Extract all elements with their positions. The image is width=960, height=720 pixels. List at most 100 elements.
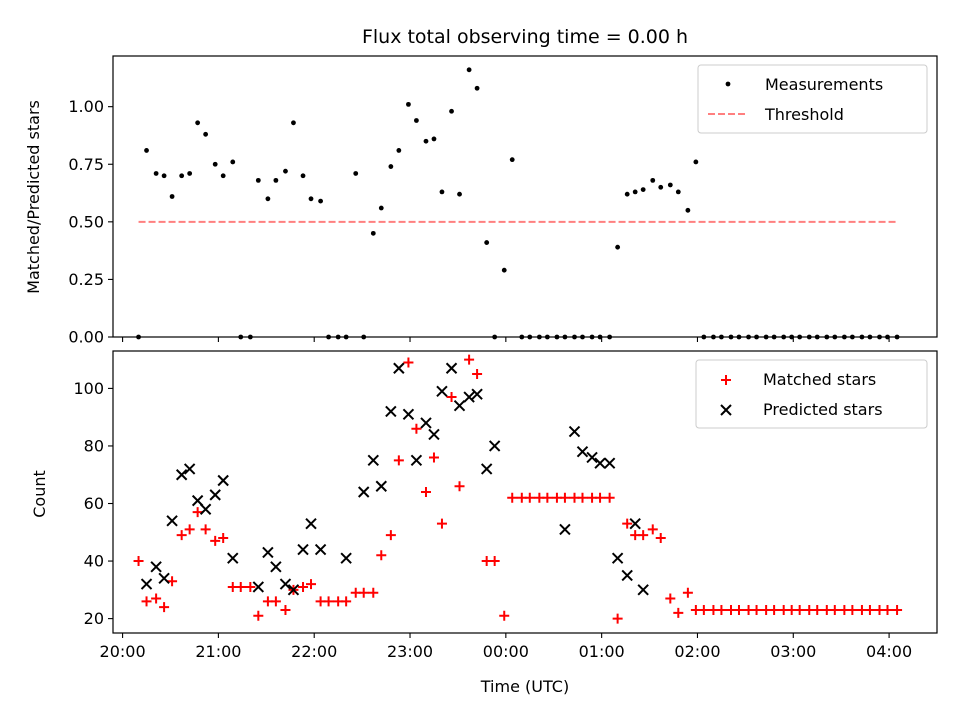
measurement-point [457, 191, 462, 197]
y-tick-label: 60 [84, 494, 104, 513]
measurement-point [406, 101, 411, 107]
predicted-star-point [375, 480, 387, 492]
matched-star-point [368, 587, 379, 598]
measurement-point [230, 159, 236, 165]
flux-ratio-panel: Flux total observing time = 0.00 h 0.000… [24, 26, 938, 347]
measurement-point [640, 187, 646, 192]
star-count-panel: 20 40 60 80 100 20:00 21:00 22:00 23:00 00:00 01:… [30, 350, 938, 696]
predicted-star-point [621, 569, 633, 582]
legend-label-matched: Matched stars [763, 370, 876, 389]
predicted-star-point [453, 399, 466, 412]
matched-star-point [892, 604, 903, 615]
legend-label-predicted: Predicted stars [763, 400, 883, 419]
predicted-star-point [158, 572, 170, 585]
measurement-point [318, 198, 323, 204]
measurement-point [353, 171, 359, 176]
predicted-star-point [217, 474, 229, 487]
x-tick-label: 22:00 [291, 642, 337, 661]
matched-star-point [507, 492, 518, 503]
measurement-point [153, 171, 159, 176]
measurement-point [431, 136, 437, 142]
predicted-star-point [463, 391, 475, 403]
measurement-point [624, 191, 630, 197]
measurement-point [474, 85, 480, 91]
matched-star-point [612, 613, 623, 624]
x-tick-label: 02:00 [674, 642, 720, 661]
predicted-star-point [393, 362, 405, 374]
predicted-star-point [471, 388, 483, 400]
matched-star-point [454, 481, 465, 492]
matched-star-point [306, 579, 317, 590]
measurement-point [220, 173, 226, 179]
matched-star-point [341, 596, 352, 607]
measurement-point [265, 196, 271, 202]
predicted-star-point [385, 405, 397, 418]
y-axis-label: Matched/Predicted stars [24, 100, 43, 294]
measurement-point [179, 173, 185, 179]
plot-area [133, 354, 903, 624]
legend-symbol-predicted [720, 404, 732, 416]
predicted-star-point [262, 546, 274, 559]
legend-label-threshold: Threshold [764, 105, 844, 124]
y-axis-ticks: 0.00 0.25 0.50 0.75 1.00 [68, 97, 113, 347]
matched-star-point [829, 604, 840, 615]
y-tick-label: 0.75 [68, 155, 104, 174]
measurement-point [466, 67, 472, 73]
matched-star-point [542, 492, 553, 503]
predicted-star-point [367, 454, 380, 467]
predicted-star-point [297, 543, 309, 556]
measurement-point [667, 182, 673, 188]
x-tick-label: 04:00 [866, 642, 912, 661]
predicted-star-point [637, 584, 649, 596]
predicted-star-point [150, 561, 162, 573]
measurement-point [291, 120, 296, 126]
matched-star-point [682, 587, 693, 598]
matched-star-point [882, 604, 893, 615]
measurement-point [161, 173, 167, 179]
matched-star-point [769, 604, 780, 615]
measurement-point [414, 118, 419, 123]
predicted-star-point [209, 489, 221, 501]
y-axis-label: Count [30, 470, 49, 518]
predicted-star-point [576, 446, 589, 458]
x-tick-label: 20:00 [100, 642, 146, 661]
predicted-star-point [166, 515, 178, 527]
predicted-star-point [480, 463, 493, 475]
y-tick-label: 0.50 [68, 212, 104, 231]
x-tick-label: 00:00 [483, 642, 529, 661]
predicted-star-point [611, 552, 624, 564]
measurement-point [255, 177, 261, 183]
x-tick-label: 23:00 [387, 642, 433, 661]
matched-star-point [210, 535, 221, 546]
matched-star-point [665, 593, 676, 604]
y-tick-label: 1.00 [68, 97, 104, 116]
measurement-point [501, 267, 507, 273]
predicted-star-point [305, 517, 317, 530]
x-axis-ticks: 20:00 21:00 22:00 23:00 00:00 01:00 02:00 03:00… [100, 633, 912, 661]
legend: Matched stars Predicted stars [695, 359, 928, 429]
matched-star-point [464, 354, 475, 365]
matched-star-point [595, 492, 606, 503]
y-tick-label: 80 [84, 436, 104, 455]
matched-star-point [151, 593, 162, 604]
matched-star-point [604, 492, 615, 503]
matched-star-point [698, 604, 709, 615]
chart-title: Flux total observing time = 0.00 h [362, 26, 688, 48]
predicted-star-point [287, 584, 300, 596]
measurement-point [615, 244, 621, 250]
predicted-star-point [586, 451, 598, 464]
matched-star-point [192, 507, 203, 518]
legend: Measurements Threshold [697, 64, 928, 134]
measurement-point [388, 164, 394, 169]
legend-symbol-measurements [725, 81, 731, 87]
predicted-star-point [314, 543, 327, 556]
matched-star-point [673, 607, 684, 618]
measurement-point [370, 230, 376, 236]
matched-star-point [184, 524, 195, 535]
predicted-star-point [594, 457, 606, 469]
predicted-star-point [436, 385, 448, 397]
matched-star-point [794, 604, 805, 615]
measurement-point [675, 189, 681, 195]
axes-frame [112, 55, 938, 338]
legend-box [697, 64, 928, 134]
